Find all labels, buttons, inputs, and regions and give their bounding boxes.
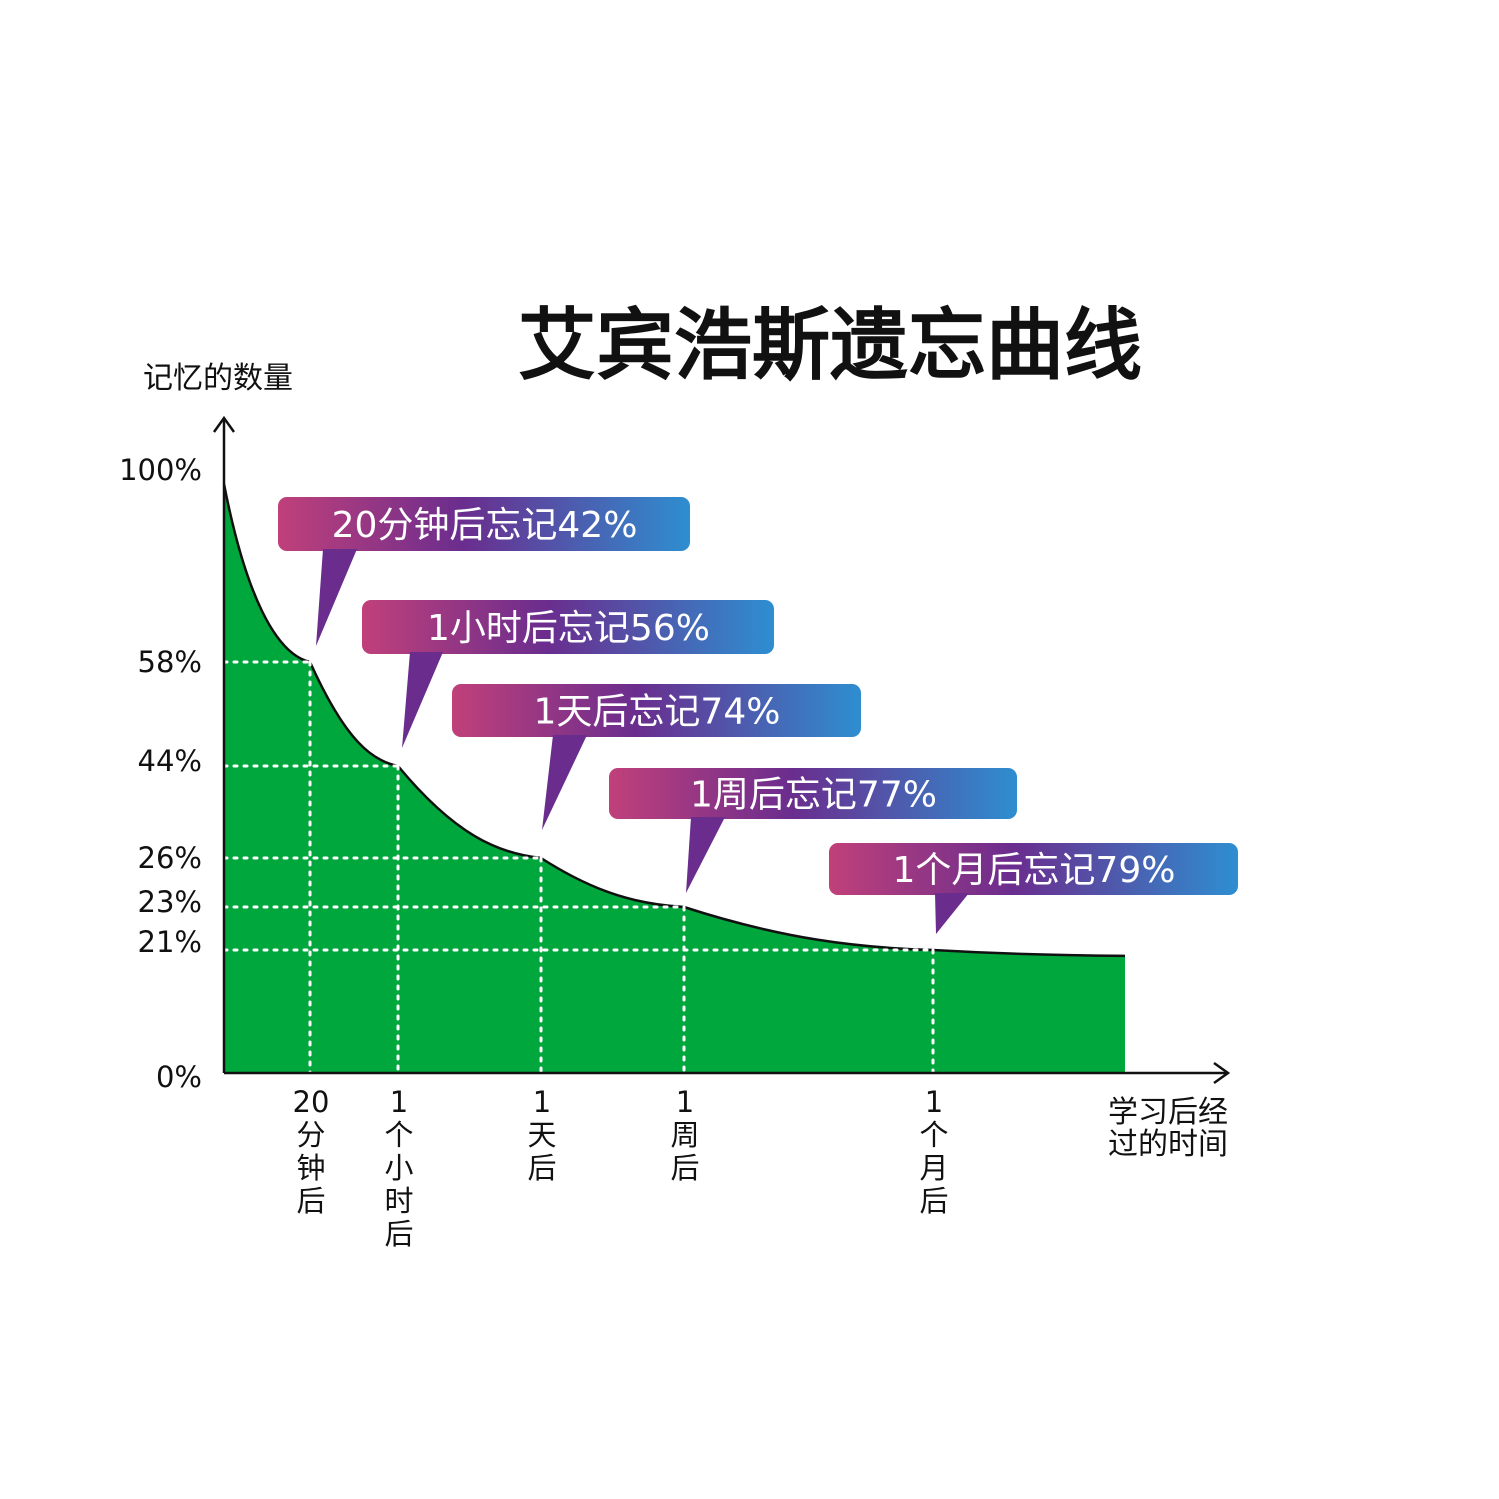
callout-box [452,684,861,737]
axes [212,415,1231,1085]
callout-box [278,497,690,551]
callout-box [829,843,1238,895]
x-tick-label-line: 天 [527,1118,556,1152]
y-tick-label: 23% [138,885,202,919]
y-axis-label: 记忆的数量 [143,361,293,396]
y-axis-arrow-icon [212,415,236,433]
callout-4: 1周后忘记77% [609,768,1017,893]
y-tick-label: 44% [138,744,202,778]
x-tick-label: 20分钟后 [293,1085,330,1218]
x-tick-label-line: 个 [919,1118,948,1152]
callout-text: 1天后忘记74% [534,692,781,733]
y-ticks: 100% 58% 44% 26% 23% 21% 0% [119,453,202,1094]
callout-text: 1小时后忘记56% [427,608,710,649]
y-tick-label: 21% [138,925,202,959]
x-tick-label-line: 时 [384,1184,413,1218]
x-tick-label: 1周后 [670,1085,699,1185]
x-tick-label: 1个月后 [919,1085,948,1218]
y-tick-label: 26% [138,841,202,875]
x-tick-label: 1天后 [527,1085,556,1185]
x-axis-arrow-icon [1213,1061,1231,1085]
callout-pointer [935,893,969,934]
callout-pointer [402,652,443,748]
callout-box [362,600,774,654]
x-tick-label-line: 20 [293,1085,330,1119]
callout-pointer [686,817,725,893]
x-tick-label-line: 月 [919,1151,948,1185]
x-tick-label-line: 后 [296,1184,325,1218]
x-tick-label-line: 小 [384,1151,413,1185]
grid-lines [222,660,935,1075]
callout-pointer [316,549,357,646]
callout-text: 1周后忘记77% [690,775,937,816]
x-tick-label-line: 周 [670,1118,699,1152]
x-tick-label-line: 1 [533,1085,551,1119]
callout-1: 20分钟后忘记42% [278,497,690,646]
x-tick-label-line: 1 [676,1085,694,1119]
x-axis-label-line2: 过的时间 [1108,1127,1228,1162]
x-axis-label-line1: 学习后经 [1108,1095,1228,1130]
x-tick-label-line: 分 [296,1118,325,1152]
callouts: 20分钟后忘记42% 1小时后忘记56% 1天后忘记74% 1周后忘记77% 1个月后忘… [278,497,1238,934]
callout-3: 1天后忘记74% [452,684,861,830]
x-tick-label-line: 钟 [296,1151,325,1185]
chart-title: 艾宾浩斯遗忘曲线 [518,301,1142,391]
callout-text: 1个月后忘记79% [893,850,1176,891]
y-tick-label: 0% [156,1060,202,1094]
x-tick-label-line: 个 [384,1118,413,1152]
x-tick-label-line: 后 [670,1151,699,1185]
callout-text: 20分钟后忘记42% [332,505,638,546]
x-tick-label-line: 后 [384,1217,413,1251]
callout-pointer [542,735,587,830]
callout-2: 1小时后忘记56% [362,600,774,748]
x-tick-label-line: 后 [919,1184,948,1218]
callout-box [609,768,1017,819]
y-tick-label: 100% [119,453,202,487]
callout-5: 1个月后忘记79% [829,843,1238,934]
x-tick-label-line: 1 [925,1085,943,1119]
x-tick-label-line: 1 [390,1085,408,1119]
y-tick-label: 58% [138,645,202,679]
x-tick-label-line: 后 [527,1151,556,1185]
retention-area [224,484,1125,1073]
